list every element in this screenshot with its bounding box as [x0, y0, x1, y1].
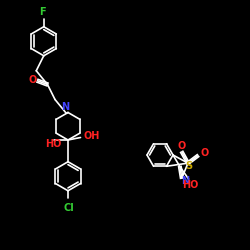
Text: HO: HO — [45, 139, 61, 149]
Text: O: O — [29, 74, 37, 85]
Text: O: O — [200, 148, 208, 158]
Text: S: S — [186, 161, 193, 171]
Text: OH: OH — [83, 131, 100, 141]
Text: N: N — [62, 102, 70, 112]
Text: Cl: Cl — [63, 203, 74, 213]
Text: F: F — [39, 7, 46, 17]
Text: HO: HO — [182, 180, 198, 190]
Text: O: O — [178, 141, 186, 151]
Text: N: N — [182, 176, 190, 186]
